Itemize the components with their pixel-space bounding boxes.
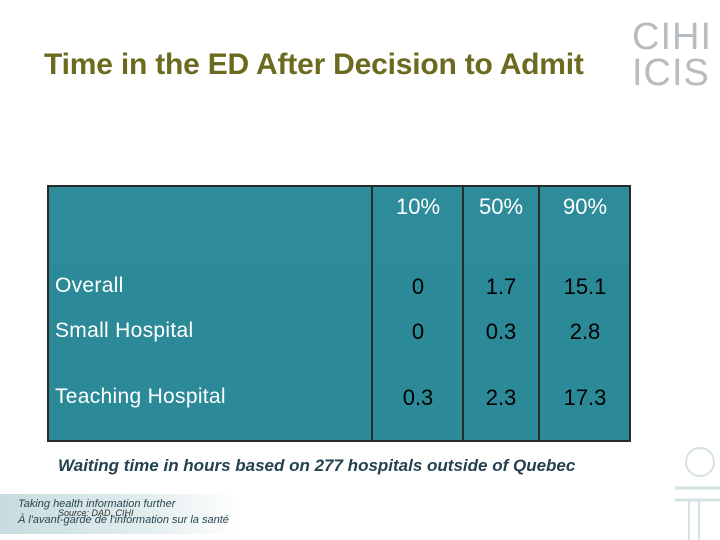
- table-cell: 1.7: [485, 274, 517, 299]
- table-divider: [462, 185, 464, 442]
- column-header-10pct: 10%: [395, 194, 441, 219]
- table-header-row: [47, 185, 631, 264]
- footer: Taking health information further À l'av…: [0, 488, 720, 540]
- table-cell: 17.3: [563, 385, 607, 410]
- footer-tagline-en: Taking health information further: [18, 498, 176, 510]
- decorative-logo-mark: [675, 447, 720, 540]
- cihi-logo: CIHI ICIS: [632, 18, 712, 94]
- table-cell: 0.3: [485, 319, 517, 344]
- row-label-teaching-hospital: Teaching Hospital: [55, 385, 226, 408]
- table-cell: 0.3: [402, 385, 434, 410]
- table-cell: 0: [411, 274, 425, 299]
- column-header-90pct: 90%: [562, 194, 608, 219]
- page-title: Time in the ED After Decision to Admit: [44, 48, 584, 81]
- table-cell: 0: [411, 319, 425, 344]
- row-label-overall: Overall: [55, 274, 124, 297]
- logo-text-fr: ICIS: [632, 52, 710, 94]
- table-cell: 2.8: [569, 319, 601, 344]
- table-body: [47, 264, 631, 442]
- footer-tagline-fr: À l'avant-garde de l'information sur la …: [18, 514, 229, 526]
- column-header-50pct: 50%: [478, 194, 524, 219]
- wait-time-table: 10% 50% 90% Overall 0 1.7 15.1 Small Hos…: [47, 185, 631, 442]
- table-cell: 15.1: [563, 274, 607, 299]
- table-border-right: [629, 185, 631, 442]
- table-caption: Waiting time in hours based on 277 hospi…: [58, 456, 576, 475]
- footer-band: [0, 494, 240, 534]
- table-border-left: [47, 185, 49, 442]
- table-border-bottom: [47, 440, 631, 442]
- table-border-top: [47, 185, 631, 187]
- table-divider: [538, 185, 540, 442]
- source-note: Source: DAD, CIHI: [58, 508, 134, 518]
- logo-text-en: CIHI: [632, 16, 712, 58]
- table-cell: 2.3: [485, 385, 517, 410]
- table-divider: [371, 185, 373, 442]
- row-label-small-hospital: Small Hospital: [55, 319, 194, 342]
